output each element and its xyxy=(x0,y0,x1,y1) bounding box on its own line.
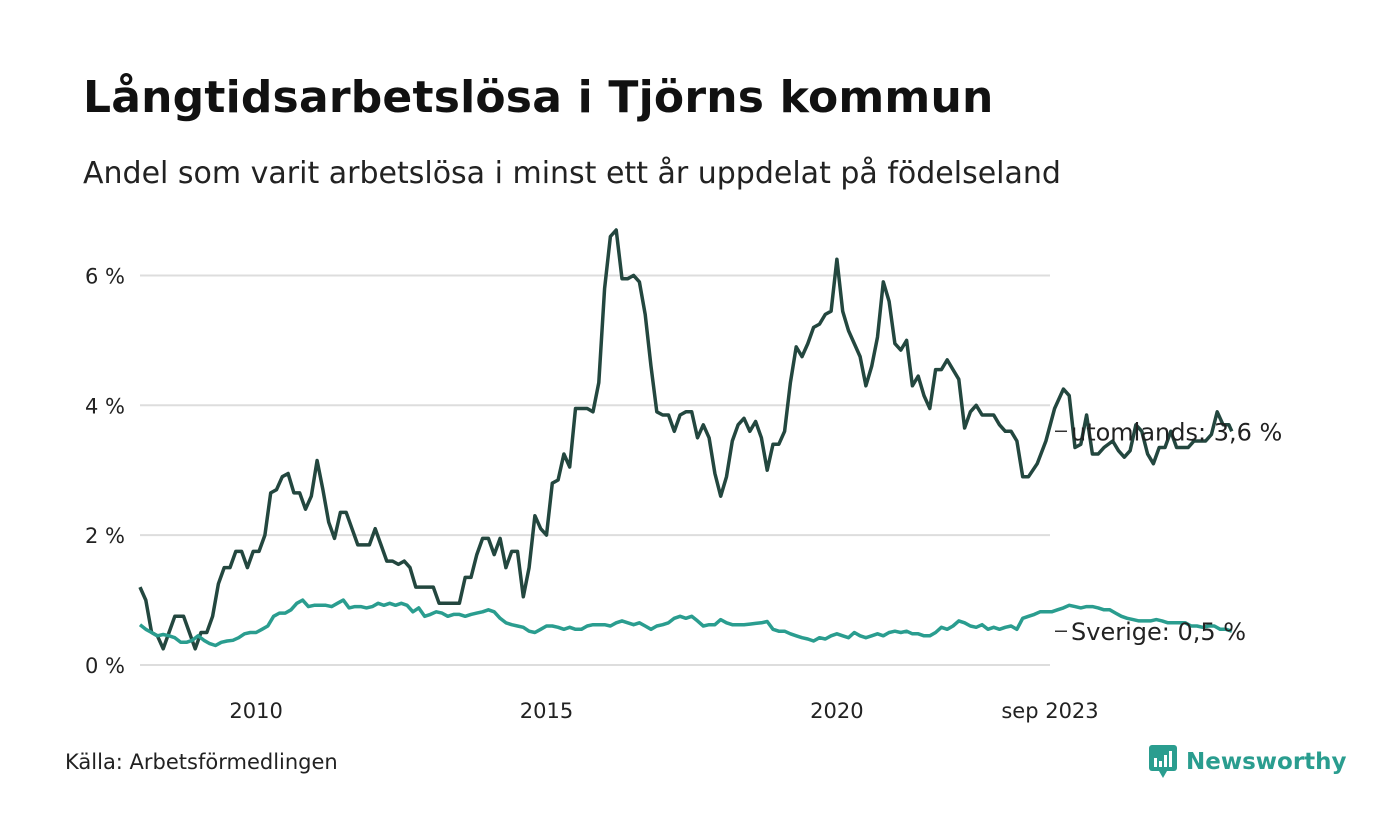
x-tick-label: 2010 xyxy=(229,699,282,723)
newsworthy-logo-icon xyxy=(1149,745,1177,778)
gridlines xyxy=(140,274,1050,666)
chart-title: Långtidsarbetslösa i Tjörns kommun xyxy=(83,72,994,123)
x-tick-label: 2015 xyxy=(520,699,573,723)
end-labels: utomlands: 3,6 % Sverige: 0,5 % xyxy=(1055,418,1282,646)
y-axis-ticks: 0 % 2 % 4 % 6 % xyxy=(85,264,125,678)
brand-name: Newsworthy xyxy=(1186,749,1347,775)
series-lines xyxy=(138,228,1234,651)
x-axis-ticks: 2010 2015 2020 sep 2023 xyxy=(229,699,1098,723)
y-tick-label: 2 % xyxy=(85,524,125,548)
y-tick-label: 4 % xyxy=(85,394,125,418)
end-label-utomlands: utomlands: 3,6 % xyxy=(1071,418,1282,446)
x-tick-label: sep 2023 xyxy=(1001,699,1098,723)
y-tick-label: 6 % xyxy=(85,264,125,288)
brand-logo: Newsworthy xyxy=(1148,744,1347,780)
y-tick-label: 0 % xyxy=(85,654,125,678)
series-line-sverige xyxy=(138,598,1233,648)
x-tick-label: 2020 xyxy=(810,699,863,723)
end-label-sverige: Sverige: 0,5 % xyxy=(1071,618,1246,646)
source-note: Källa: Arbetsförmedlingen xyxy=(65,750,338,774)
series-line-utomlands xyxy=(138,228,1234,651)
chart-subtitle: Andel som varit arbetslösa i minst ett å… xyxy=(83,156,1061,191)
line-chart: 0 % 2 % 4 % 6 % 2010 2015 2020 sep 2023 utomla… xyxy=(85,228,1282,723)
